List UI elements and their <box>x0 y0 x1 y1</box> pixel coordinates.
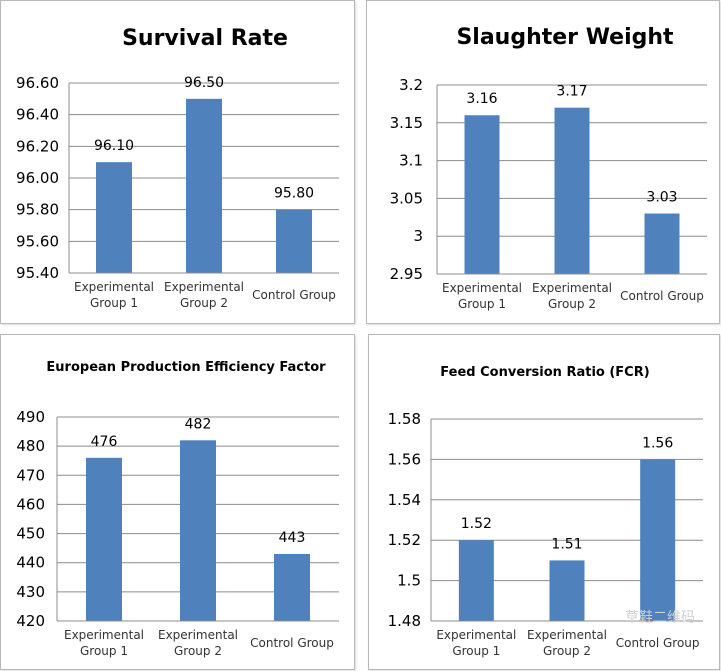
data-label: 3.16 <box>466 91 497 107</box>
bar <box>640 459 676 621</box>
data-label: 3.03 <box>646 190 677 206</box>
chart-title: European Production Efficiency Factor <box>46 360 326 375</box>
y-tick-label: 480 <box>16 437 45 455</box>
bar <box>96 162 132 273</box>
bar <box>276 209 312 273</box>
x-tick-label: Group 2 <box>548 297 596 311</box>
y-tick-label: 490 <box>16 408 45 426</box>
y-tick-label: 3.15 <box>390 114 423 132</box>
bar <box>554 107 590 275</box>
chart-panel-fcr: Feed Conversion Ratio (FCR) 1.48 1.5 1.52 1.… <box>368 334 720 670</box>
y-tick-label: 3 <box>413 227 423 245</box>
x-tick-label: Control Group <box>252 288 336 302</box>
survival-rate-chart: Survival Rate 95.40 95.60 95.80 96.00 96.20 96… <box>16 26 339 310</box>
y-tick-label: 3.1 <box>399 152 423 170</box>
y-tick-label: 470 <box>16 466 45 484</box>
y-tick-label: 95.80 <box>16 201 59 219</box>
chart-title: Slaughter Weight <box>456 25 674 50</box>
data-label: 1.51 <box>551 536 582 552</box>
data-label: 3.17 <box>556 84 587 100</box>
data-label: 482 <box>185 416 212 432</box>
x-tick-label: Control Group <box>620 289 704 303</box>
x-tick-label: Experimental <box>532 281 612 295</box>
x-tick-label: Experimental <box>527 628 607 642</box>
x-tick-label: Group 1 <box>80 644 128 658</box>
y-tick-label: 440 <box>16 554 45 572</box>
chart-panel-survival-rate: Survival Rate 95.40 95.60 95.80 96.00 96.20 96… <box>0 0 355 324</box>
x-tick-label: Control Group <box>616 636 700 650</box>
bar <box>458 540 494 621</box>
chart-title: Feed Conversion Ratio (FCR) <box>440 365 649 380</box>
x-tick-label: Experimental <box>164 280 244 294</box>
y-tick-label: 1.48 <box>388 612 421 630</box>
x-tick-label: Experimental <box>158 628 238 642</box>
y-tick-label: 3.2 <box>399 76 423 94</box>
y-tick-label: 460 <box>16 495 45 513</box>
data-label: 443 <box>279 530 306 546</box>
x-tick-label: Experimental <box>64 628 144 642</box>
data-label: 1.52 <box>461 516 492 532</box>
bar <box>186 98 222 273</box>
y-tick-label: 3.05 <box>390 189 423 207</box>
bar <box>464 115 500 275</box>
y-tick-label: 95.60 <box>16 232 59 250</box>
data-label: 95.80 <box>274 186 314 202</box>
epef-chart: European Production Efficiency Factor 420… <box>16 360 339 658</box>
y-tick-label: 420 <box>16 612 45 630</box>
chart-panel-epef: European Production Efficiency Factor 420… <box>0 334 355 670</box>
x-tick-label: Group 2 <box>543 644 591 658</box>
data-label: 96.10 <box>94 138 134 154</box>
y-tick-label: 1.52 <box>388 531 421 549</box>
fcr-chart: Feed Conversion Ratio (FCR) 1.48 1.5 1.52 1.… <box>388 365 703 658</box>
x-tick-label: Experimental <box>74 280 154 294</box>
x-tick-label: Group 2 <box>180 296 228 310</box>
y-tick-label: 1.5 <box>397 572 421 590</box>
bar <box>86 457 122 621</box>
slaughter-weight-chart: Slaughter Weight 2.95 3 3.05 3.1 3.15 3.2 3.16 E… <box>390 25 707 311</box>
y-tick-label: 96.00 <box>16 169 59 187</box>
y-tick-label: 430 <box>16 583 45 601</box>
chart-panel-slaughter-weight: Slaughter Weight 2.95 3 3.05 3.1 3.15 3.2 3.16 E… <box>366 0 720 324</box>
x-tick-label: Group 2 <box>174 644 222 658</box>
y-tick-label: 96.20 <box>16 137 59 155</box>
x-tick-label: Group 1 <box>452 644 500 658</box>
x-tick-label: Group 1 <box>458 297 506 311</box>
chart-title: Survival Rate <box>122 26 288 51</box>
x-tick-label: Control Group <box>250 636 334 650</box>
y-tick-label: 95.40 <box>16 264 59 282</box>
y-tick-label: 1.54 <box>388 491 421 509</box>
x-tick-label: Group 1 <box>90 296 138 310</box>
y-tick-label: 1.58 <box>388 410 421 428</box>
x-tick-label: Experimental <box>436 628 516 642</box>
bar <box>180 440 216 621</box>
bar <box>274 553 310 621</box>
data-label: 476 <box>91 434 118 450</box>
y-tick-label: 96.60 <box>16 74 59 92</box>
y-tick-label: 2.95 <box>390 265 423 283</box>
data-label: 96.50 <box>184 75 224 91</box>
x-tick-label: Experimental <box>442 281 522 295</box>
y-tick-label: 96.40 <box>16 106 59 124</box>
data-label: 1.56 <box>642 435 673 451</box>
bar <box>644 213 680 274</box>
watermark-text: 草鞋二维码 <box>625 610 695 626</box>
y-tick-label: 450 <box>16 525 45 543</box>
bar <box>549 560 585 621</box>
y-tick-label: 1.56 <box>388 450 421 468</box>
